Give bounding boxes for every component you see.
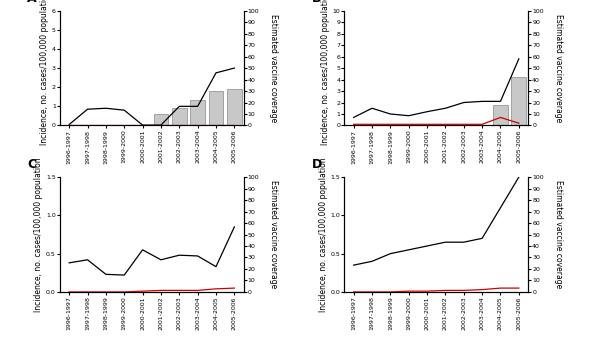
Text: A: A bbox=[27, 0, 37, 5]
Y-axis label: Estimated vaccine coverage: Estimated vaccine coverage bbox=[554, 180, 563, 289]
Text: D: D bbox=[311, 158, 322, 171]
Bar bbox=[190, 100, 205, 125]
Bar bbox=[154, 114, 168, 125]
Y-axis label: Incidence, no. cases/100,000 population: Incidence, no. cases/100,000 population bbox=[321, 0, 330, 145]
Text: C: C bbox=[27, 158, 36, 171]
Y-axis label: Estimated vaccine coverage: Estimated vaccine coverage bbox=[269, 180, 278, 289]
Bar bbox=[209, 91, 223, 125]
Y-axis label: Estimated vaccine coverage: Estimated vaccine coverage bbox=[554, 14, 563, 122]
Y-axis label: Estimated vaccine coverage: Estimated vaccine coverage bbox=[269, 14, 278, 122]
Text: B: B bbox=[311, 0, 321, 5]
Bar bbox=[172, 108, 187, 125]
Y-axis label: Incidence, no. cases/100,000 population: Incidence, no. cases/100,000 population bbox=[34, 157, 43, 312]
Bar bbox=[511, 77, 526, 125]
Y-axis label: Incidence, no. cases/100,000 population: Incidence, no. cases/100,000 population bbox=[319, 157, 328, 312]
Y-axis label: Incidence, no. cases/100,000 population: Incidence, no. cases/100,000 population bbox=[40, 0, 49, 145]
Bar bbox=[493, 105, 508, 125]
Bar bbox=[227, 89, 242, 125]
